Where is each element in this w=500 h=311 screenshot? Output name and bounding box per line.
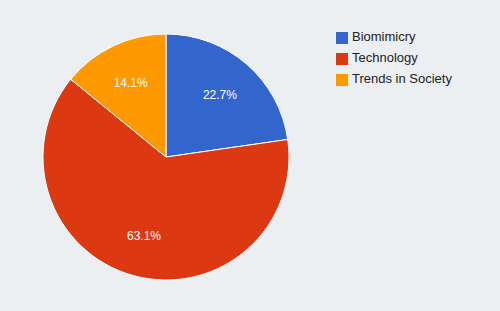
svg-text:22.7%: 22.7%: [203, 88, 237, 102]
svg-text:14.1%: 14.1%: [114, 76, 148, 90]
svg-text:63.1%: 63.1%: [127, 229, 161, 243]
html-text:Biomimicry: Biomimicry: [352, 29, 416, 44]
html-text:Trends in Society: Trends in Society: [352, 71, 452, 86]
html-text:Technology: Technology: [352, 50, 418, 65]
